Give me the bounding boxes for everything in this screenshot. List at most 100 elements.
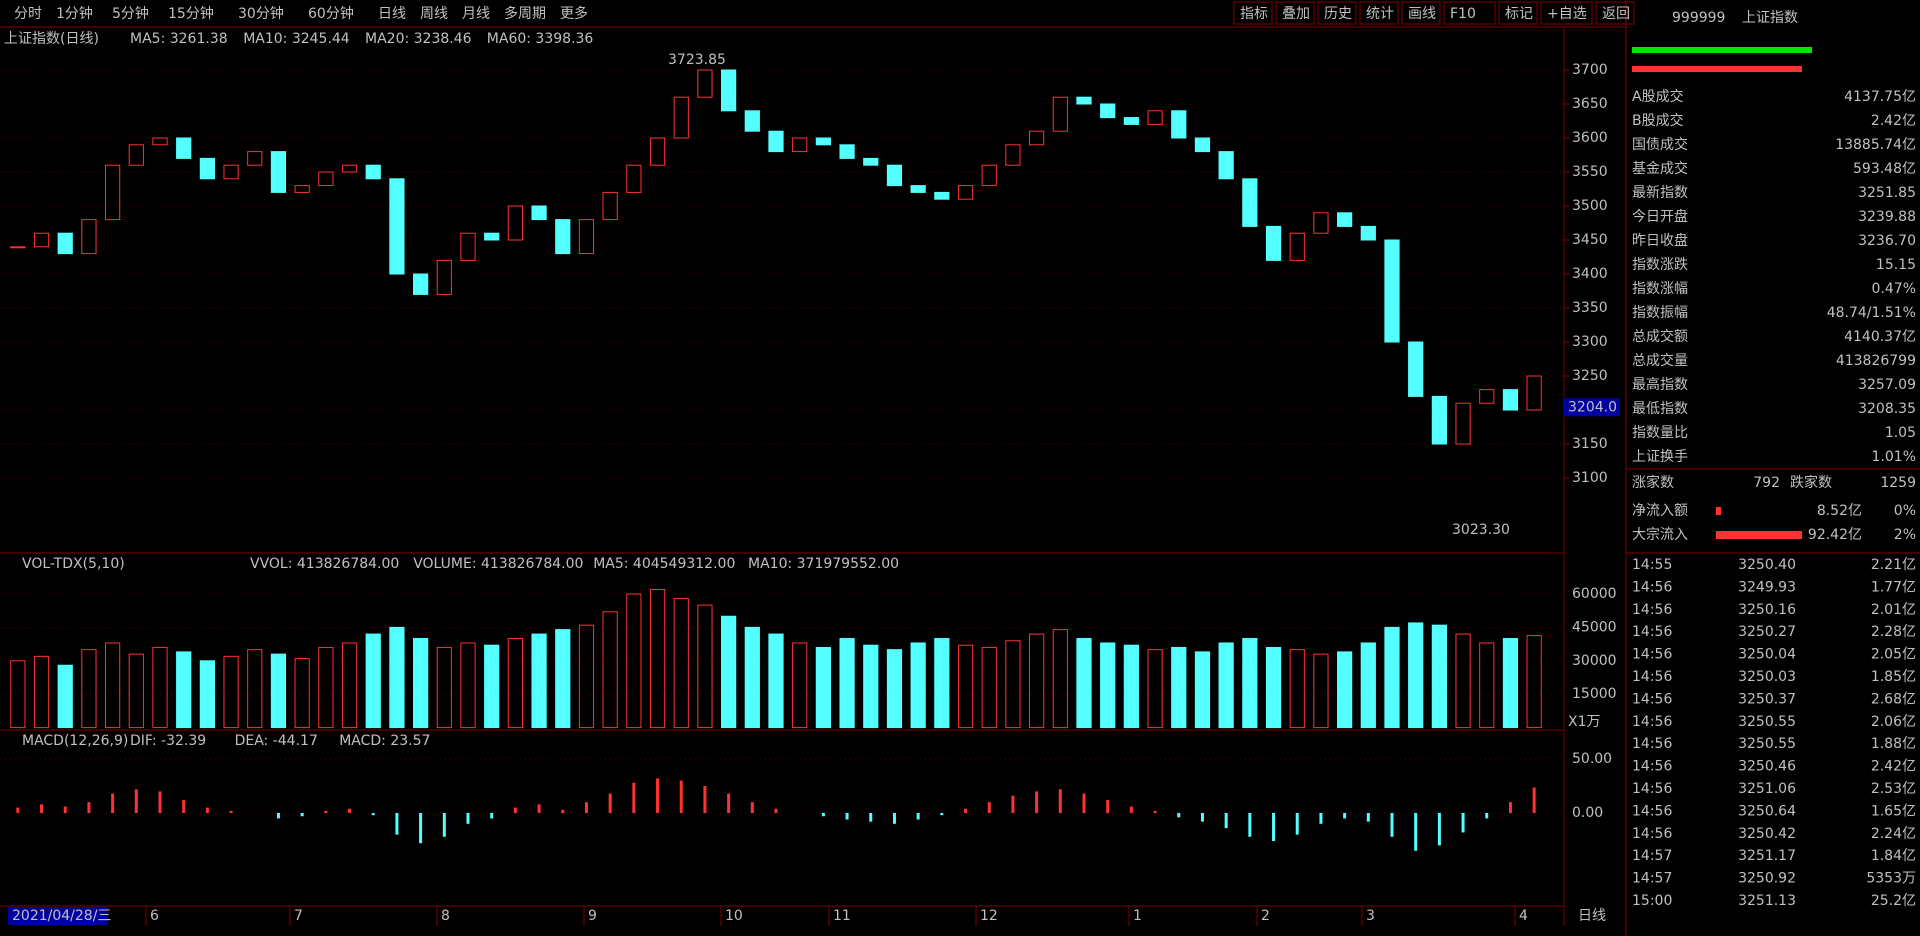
y-tick-label: 50.00 xyxy=(1572,751,1612,767)
month-label: 3 xyxy=(1366,908,1375,924)
candle xyxy=(1076,96,1092,105)
candle xyxy=(1289,232,1305,261)
tool-button[interactable]: 叠加 xyxy=(1282,6,1310,22)
tool-button[interactable]: 统计 xyxy=(1366,6,1394,22)
period-tab[interactable]: 日线 xyxy=(378,6,406,22)
candle xyxy=(341,164,358,173)
volume-bar xyxy=(128,653,144,729)
stat-label: 指数振幅 xyxy=(1632,305,1688,321)
tick-price: 3250.92 xyxy=(1738,871,1796,887)
tool-button[interactable]: 历史 xyxy=(1324,6,1352,22)
period-tab[interactable]: 月线 xyxy=(462,6,490,22)
period-tab[interactable]: 5分钟 xyxy=(112,5,149,22)
stat-value: 1.01% xyxy=(1872,449,1916,465)
volume-legend: MA10: 371979552.00 xyxy=(748,556,899,572)
volume-bar xyxy=(1384,626,1400,729)
candle xyxy=(602,191,618,221)
low-annotation: 3023.30 xyxy=(1452,522,1510,538)
volume-bar xyxy=(768,633,784,729)
y-tick-label: 3550 xyxy=(1572,164,1608,180)
macd-legend: MACD: 23.57 xyxy=(339,733,430,749)
month-label: 10 xyxy=(725,908,743,924)
period-tab[interactable]: 周线 xyxy=(420,6,448,22)
period-label: 日线 xyxy=(1578,908,1606,924)
volume-bar xyxy=(389,626,405,729)
candle xyxy=(105,164,121,221)
tick-time: 14:56 xyxy=(1632,826,1672,842)
tool-button[interactable]: 返回 xyxy=(1602,6,1630,22)
tool-button[interactable]: +自选 xyxy=(1547,6,1587,22)
breadth: 跌家数 xyxy=(1790,474,1832,491)
stat-value: 48.74/1.51% xyxy=(1827,305,1916,321)
volume-bar xyxy=(247,649,263,729)
y-tick-label: 15000 xyxy=(1572,686,1617,702)
tool-button[interactable]: 标记 xyxy=(1505,6,1533,22)
candle xyxy=(199,157,215,180)
period-tab[interactable]: 1分钟 xyxy=(56,5,93,22)
tick-volume: 2.68亿 xyxy=(1871,691,1916,707)
volume-bar xyxy=(981,646,997,729)
candle xyxy=(1147,110,1163,125)
stat-value: 3236.70 xyxy=(1858,233,1916,249)
period-tab[interactable]: 更多 xyxy=(560,5,588,22)
tool-button[interactable]: F10 xyxy=(1450,6,1476,22)
period-tab[interactable]: 多周期 xyxy=(504,5,546,22)
tool-button-frame xyxy=(1401,1,1441,25)
volume-bar xyxy=(57,664,73,729)
candle xyxy=(697,69,713,98)
volume-bar xyxy=(10,660,26,729)
candle xyxy=(910,185,926,193)
tick-time: 14:56 xyxy=(1632,602,1672,618)
tick-volume: 2.05亿 xyxy=(1871,647,1916,663)
macd-legend: DIF: -32.39 xyxy=(130,733,206,749)
tick-volume: 2.24亿 xyxy=(1871,826,1916,842)
volume-bar xyxy=(1502,638,1519,729)
tick-price: 3251.06 xyxy=(1738,781,1796,797)
period-tab[interactable]: 60分钟 xyxy=(308,5,354,22)
period-tab[interactable]: 分时 xyxy=(14,6,42,22)
stat-value: 0.47% xyxy=(1872,281,1916,297)
volume-bar xyxy=(626,593,642,729)
tick-price: 3250.40 xyxy=(1738,557,1796,573)
tick-price: 3249.93 xyxy=(1738,579,1796,595)
tick-time: 14:56 xyxy=(1632,647,1672,663)
volume-bar xyxy=(673,597,689,729)
macd-legend: DEA: -44.17 xyxy=(235,733,318,749)
tool-button[interactable]: 指标 xyxy=(1240,6,1268,22)
candle xyxy=(1479,389,1495,404)
period-tab[interactable]: 15分钟 xyxy=(168,5,214,22)
y-tick-label: 30000 xyxy=(1572,653,1617,669)
tool-button-frame xyxy=(1275,1,1315,25)
y-tick-label: 3650 xyxy=(1572,96,1608,112)
candle xyxy=(365,164,381,180)
buy-bar xyxy=(1632,47,1812,53)
stat-value: 3208.35 xyxy=(1858,401,1916,417)
tick-volume: 2.28亿 xyxy=(1871,624,1916,640)
volume-bar xyxy=(1455,633,1471,729)
candle xyxy=(1194,137,1211,153)
period-tab[interactable]: 30分钟 xyxy=(238,5,284,22)
candle xyxy=(507,205,523,241)
candle xyxy=(270,151,287,193)
stat-value: 4137.75亿 xyxy=(1844,89,1916,105)
volume-bar xyxy=(1265,646,1282,729)
stat-label: 最新指数 xyxy=(1632,185,1688,201)
candle xyxy=(223,164,239,180)
y-tick-label: 3350 xyxy=(1572,300,1608,316)
tick-time: 14:56 xyxy=(1632,579,1672,595)
volume-bar xyxy=(270,653,287,729)
volume-bar xyxy=(1076,638,1092,729)
volume-bar xyxy=(1029,633,1045,729)
candle xyxy=(721,69,737,112)
volume-bar xyxy=(910,642,926,729)
tick-volume: 1.85亿 xyxy=(1871,669,1916,685)
y-tick-label: 0.00 xyxy=(1572,805,1603,821)
candle xyxy=(460,232,476,261)
tick-volume: 1.65亿 xyxy=(1871,803,1916,819)
candle xyxy=(1431,395,1447,445)
candle xyxy=(1052,96,1068,132)
panel-name: 上证指数 xyxy=(1742,10,1798,26)
tool-button[interactable]: 画线 xyxy=(1408,6,1436,22)
tick-price: 3251.17 xyxy=(1738,848,1796,864)
